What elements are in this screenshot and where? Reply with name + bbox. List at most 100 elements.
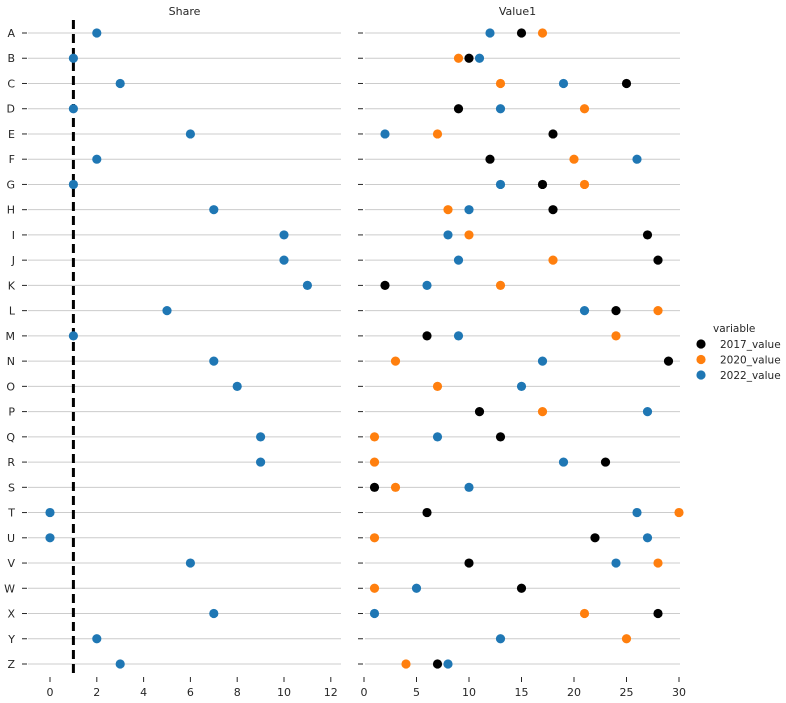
legend-label-2017_value: 2017_value bbox=[720, 339, 781, 351]
value1-point-2022_value-G bbox=[495, 179, 506, 190]
share-point-2022_value-Z bbox=[115, 659, 125, 669]
share-point-2022_value-R bbox=[256, 457, 266, 467]
share-point-2022_value-H bbox=[209, 205, 219, 215]
share-point-2022_value-E bbox=[185, 129, 195, 139]
value1-point-2022_value-R bbox=[558, 457, 569, 467]
ytick-label-F: F bbox=[9, 153, 15, 166]
share-xtick-label-8: 8 bbox=[234, 686, 241, 699]
value1-point-2020_value-O bbox=[432, 381, 443, 391]
value1-point-2020_value-W bbox=[369, 583, 380, 593]
share-xtick-label-10: 10 bbox=[277, 686, 291, 699]
value1-point-2017_value-S bbox=[369, 482, 380, 492]
ytick-label-L: L bbox=[9, 305, 16, 318]
value1-point-2017_value-T bbox=[422, 507, 432, 518]
ytick-label-E: E bbox=[8, 128, 15, 141]
value1-point-2020_value-N bbox=[390, 356, 401, 366]
value1-xtick-label-10: 10 bbox=[462, 686, 476, 699]
value1-point-2022_value-E bbox=[380, 129, 390, 139]
ytick-label-K: K bbox=[8, 279, 16, 292]
ytick-label-V: V bbox=[7, 557, 15, 570]
share-point-2022_value-G bbox=[68, 179, 78, 190]
value1-xtick-label-30: 30 bbox=[672, 686, 686, 699]
share-point-2022_value-F bbox=[92, 154, 102, 164]
value1-point-2020_value-K bbox=[495, 280, 506, 290]
value1-point-2020_value-T bbox=[674, 507, 684, 518]
share-point-2022_value-A bbox=[92, 28, 102, 38]
share-point-2022_value-Y bbox=[92, 634, 102, 644]
value1-point-2017_value-Q bbox=[495, 432, 506, 442]
value1-xtick-label-15: 15 bbox=[515, 686, 529, 699]
value1-point-2020_value-M bbox=[611, 331, 621, 341]
value1-point-2022_value-J bbox=[453, 255, 464, 265]
legend: variable 2017_value 2020_value 2022_value bbox=[696, 323, 781, 382]
value1-point-2020_value-P bbox=[537, 407, 548, 417]
value1-point-2020_value-D bbox=[579, 104, 590, 114]
value1-point-2017_value-J bbox=[653, 255, 663, 265]
share-point-2022_value-V bbox=[185, 558, 195, 568]
value1-point-2022_value-K bbox=[422, 280, 432, 290]
share-point-2022_value-B bbox=[68, 53, 78, 63]
ytick-label-W: W bbox=[4, 582, 15, 595]
share-point-2022_value-T bbox=[45, 507, 55, 518]
value1-point-2020_value-Q bbox=[369, 432, 380, 442]
ytick-label-O: O bbox=[6, 380, 15, 393]
value1-point-2017_value-M bbox=[422, 331, 432, 341]
value1-point-2022_value-M bbox=[453, 331, 464, 341]
value1-point-2022_value-I bbox=[443, 230, 453, 240]
ytick-label-Y: Y bbox=[7, 633, 15, 646]
value1-point-2017_value-G bbox=[537, 179, 548, 190]
value1-point-2017_value-V bbox=[464, 558, 474, 568]
value1-point-2022_value-W bbox=[411, 583, 422, 593]
ytick-label-G: G bbox=[6, 178, 15, 191]
value1-point-2017_value-P bbox=[474, 407, 485, 417]
share-point-2022_value-X bbox=[209, 608, 219, 619]
value1-point-2020_value-F bbox=[569, 154, 579, 164]
share-xtick-label-2: 2 bbox=[93, 686, 100, 699]
value1-point-2017_value-L bbox=[611, 306, 621, 316]
value1-point-2022_value-V bbox=[611, 558, 621, 568]
share-xtick-label-0: 0 bbox=[47, 686, 54, 699]
ytick-label-U: U bbox=[7, 532, 15, 545]
value1-point-2017_value-W bbox=[516, 583, 527, 593]
share-point-2022_value-O bbox=[232, 381, 242, 391]
value1-xtick-label-20: 20 bbox=[567, 686, 581, 699]
value1-point-2022_value-A bbox=[485, 28, 495, 38]
value1-point-2017_value-K bbox=[380, 280, 390, 290]
value1-point-2017_value-H bbox=[548, 205, 558, 215]
share-xtick-label-12: 12 bbox=[324, 686, 338, 699]
value1-point-2020_value-R bbox=[369, 457, 380, 467]
share-point-2022_value-C bbox=[115, 78, 125, 89]
value1-panel: Value1 0 5 10 15 20 25 30 bbox=[358, 5, 686, 699]
value1-point-2020_value-Y bbox=[621, 634, 632, 644]
value1-point-2022_value-P bbox=[642, 407, 653, 417]
value1-point-2022_value-H bbox=[464, 205, 474, 215]
value1-point-2017_value-N bbox=[663, 356, 674, 366]
ytick-label-C: C bbox=[7, 77, 15, 90]
value1-point-2017_value-A bbox=[516, 28, 527, 38]
share-panel-title: Share bbox=[169, 5, 201, 18]
value1-point-2020_value-I bbox=[464, 230, 474, 240]
value1-point-2020_value-E bbox=[432, 129, 443, 139]
value1-point-2020_value-X bbox=[579, 608, 590, 619]
value1-xtick-label-0: 0 bbox=[361, 686, 368, 699]
value1-point-2022_value-O bbox=[516, 381, 527, 391]
value1-point-2022_value-Y bbox=[495, 634, 506, 644]
share-point-2022_value-L bbox=[162, 306, 172, 316]
ytick-label-A: A bbox=[7, 27, 15, 40]
ytick-label-H: H bbox=[7, 204, 15, 217]
value1-point-2017_value-Z bbox=[432, 659, 443, 669]
ytick-label-I: I bbox=[12, 229, 15, 242]
ytick-label-M: M bbox=[6, 330, 16, 343]
ytick-label-R: R bbox=[7, 456, 15, 469]
value1-point-2017_value-F bbox=[485, 154, 495, 164]
value1-point-2022_value-U bbox=[642, 533, 653, 543]
value1-point-2022_value-Q bbox=[432, 432, 443, 442]
legend-label-2022_value: 2022_value bbox=[720, 370, 781, 382]
ytick-label-N: N bbox=[7, 355, 15, 368]
value1-point-2022_value-S bbox=[464, 482, 474, 492]
share-point-2022_value-I bbox=[279, 230, 289, 240]
value1-point-2017_value-U bbox=[590, 533, 600, 543]
value1-point-2020_value-H bbox=[443, 205, 453, 215]
value1-point-2020_value-Z bbox=[401, 659, 411, 669]
